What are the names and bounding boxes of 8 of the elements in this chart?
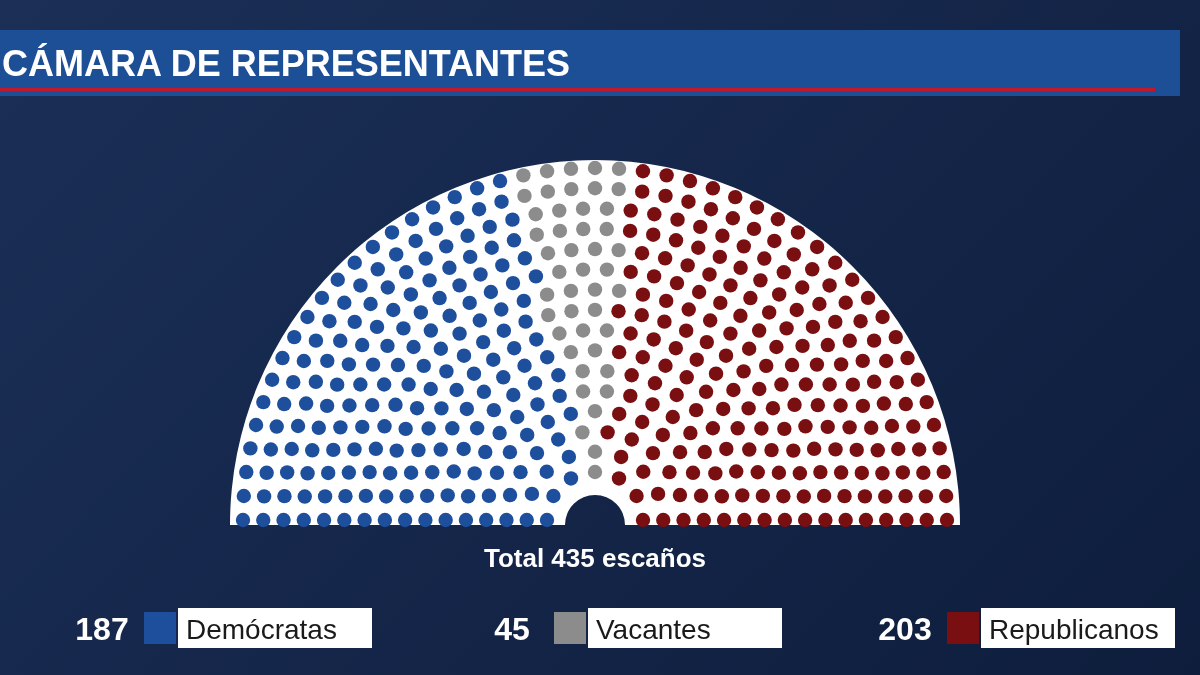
category-label: Vacantes	[596, 614, 711, 645]
category-label: Demócratas	[186, 614, 337, 645]
text: Total 435 escaños	[483, 543, 707, 573]
data-label: 45	[494, 611, 530, 647]
data-label: 187	[75, 611, 129, 647]
text: CÁMARA DE REPRESENTANTES	[2, 43, 571, 84]
category-label: Republicanos	[989, 614, 1159, 645]
data-label: 203	[878, 611, 932, 647]
